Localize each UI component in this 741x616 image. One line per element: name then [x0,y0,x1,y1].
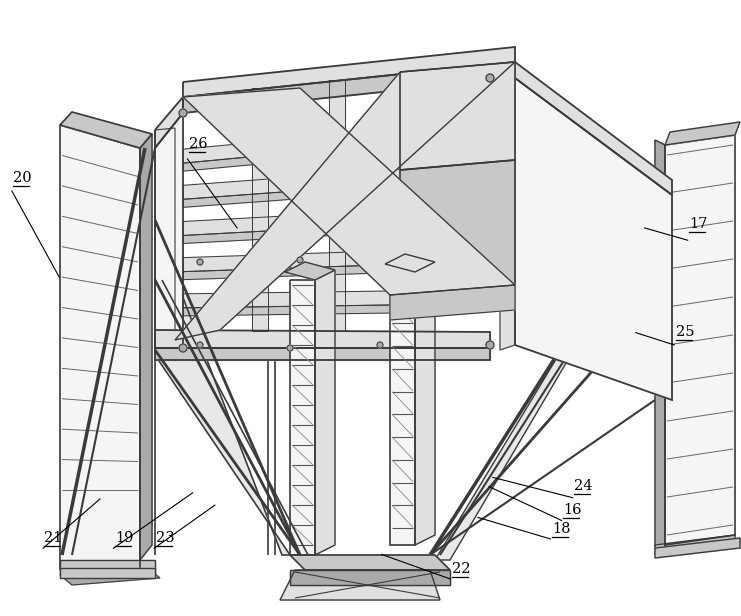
Polygon shape [183,120,490,163]
Polygon shape [655,140,665,555]
Polygon shape [183,134,490,171]
Polygon shape [60,560,155,575]
Polygon shape [60,568,155,578]
Polygon shape [655,538,740,558]
Polygon shape [175,62,515,340]
Polygon shape [183,163,490,200]
Polygon shape [60,112,152,148]
Polygon shape [665,135,735,545]
Polygon shape [155,128,175,348]
Polygon shape [183,248,490,272]
Circle shape [197,342,203,348]
Text: 25: 25 [676,325,694,339]
Polygon shape [60,570,160,585]
Polygon shape [155,225,290,555]
Polygon shape [183,205,490,235]
Polygon shape [183,219,490,243]
Polygon shape [515,62,672,195]
Circle shape [179,344,187,352]
Polygon shape [400,160,515,295]
Polygon shape [183,88,515,295]
Polygon shape [405,71,421,331]
Polygon shape [285,262,335,280]
Circle shape [287,345,293,351]
Text: 17: 17 [689,217,708,231]
Text: 21: 21 [44,531,63,545]
Polygon shape [315,270,335,555]
Text: 22: 22 [452,562,471,576]
Polygon shape [290,280,315,555]
Text: 18: 18 [552,522,571,536]
Polygon shape [435,195,665,560]
Polygon shape [155,113,183,348]
Polygon shape [155,97,183,148]
Circle shape [297,257,303,263]
Polygon shape [252,88,268,331]
Polygon shape [390,285,515,320]
Text: 19: 19 [115,531,133,545]
Circle shape [377,342,383,348]
Polygon shape [183,304,490,316]
Text: 24: 24 [574,479,593,493]
Text: 23: 23 [156,531,174,545]
Polygon shape [390,272,415,545]
Polygon shape [183,290,490,308]
Polygon shape [60,125,140,570]
Circle shape [179,109,187,117]
Polygon shape [183,261,490,280]
Polygon shape [400,62,515,170]
Circle shape [486,74,494,82]
Polygon shape [290,570,450,585]
Polygon shape [183,62,515,113]
Polygon shape [515,78,672,400]
Polygon shape [290,555,450,570]
Polygon shape [155,348,490,360]
Polygon shape [140,134,152,560]
Polygon shape [415,262,435,545]
Polygon shape [155,330,490,348]
Polygon shape [665,122,740,145]
Text: 16: 16 [563,503,582,517]
Polygon shape [280,570,440,600]
Circle shape [486,341,494,349]
Polygon shape [655,535,735,555]
Polygon shape [328,79,345,331]
Text: 20: 20 [13,171,32,185]
Polygon shape [183,177,490,208]
Circle shape [197,259,203,265]
Polygon shape [385,254,435,272]
Polygon shape [183,47,515,97]
Polygon shape [500,62,515,350]
Text: 26: 26 [189,137,207,151]
